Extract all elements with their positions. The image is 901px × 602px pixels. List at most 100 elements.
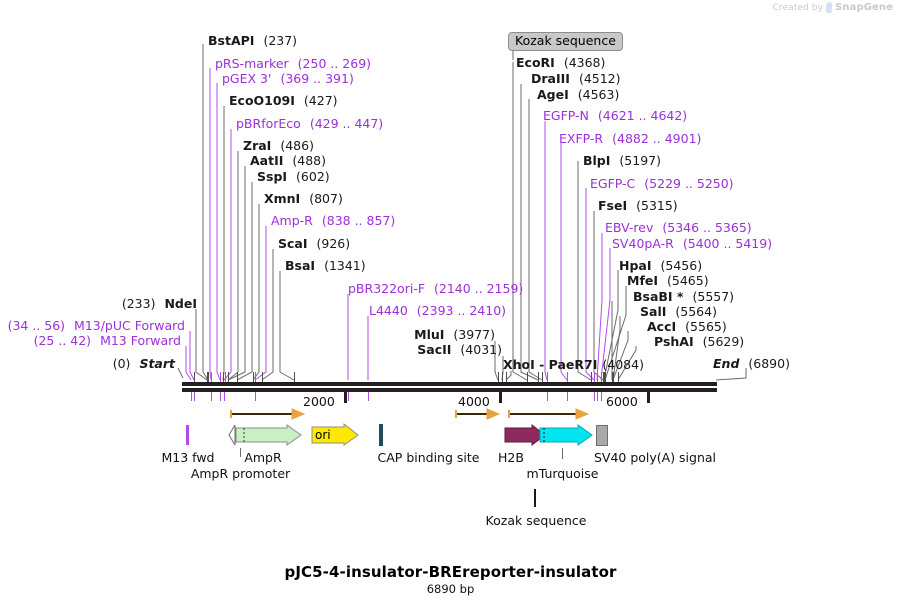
- plasmid-length: 6890 bp: [426, 582, 475, 596]
- label-position: (34 .. 56): [7, 318, 66, 333]
- label-bsabi[interactable]: BsaBI * (5557): [633, 289, 735, 304]
- promoter-direction-arrow-3: [508, 408, 590, 420]
- label-pbr322ori-f[interactable]: pBR322ori-F (2140 .. 2159): [348, 282, 523, 296]
- feature-tick: [191, 392, 192, 401]
- feature-ori-shape[interactable]: ori: [311, 422, 359, 446]
- feature-tick: [597, 392, 598, 401]
- label-position: (4882 .. 4901): [612, 131, 702, 146]
- kozak-sequence-callout[interactable]: Kozak sequence: [508, 32, 623, 52]
- label-fsei[interactable]: FseI (5315): [598, 198, 678, 213]
- label-mfei[interactable]: MfeI (5465): [627, 273, 709, 288]
- label-name: DraIII: [531, 71, 570, 86]
- feature-h2b-shape[interactable]: [504, 423, 546, 447]
- label-amp-r[interactable]: Amp-R (838 .. 857): [271, 214, 395, 228]
- label-name: FseI: [598, 198, 628, 213]
- label-name: pBRforEco: [236, 116, 301, 131]
- plasmid-backbone-top[interactable]: [182, 382, 717, 386]
- label-name: EXFP-R: [559, 131, 604, 146]
- label-pbrforeco[interactable]: pBRforEco (429 .. 447): [236, 116, 384, 131]
- label-xhoi-paer7i[interactable]: XhoI - PaeR7I (4084): [503, 358, 644, 372]
- label-name: AccI: [647, 319, 677, 334]
- label-sv40pa-r[interactable]: SV40pA-R (5400 .. 5419): [612, 237, 772, 251]
- label-position: (250 .. 269): [297, 56, 372, 71]
- feature-label-cap-binding-site[interactable]: CAP binding site: [377, 450, 480, 465]
- site-tick: [538, 372, 539, 382]
- feature-label-mturquoise[interactable]: mTurquoise: [526, 466, 599, 481]
- label-sali[interactable]: SalI (5564): [640, 305, 717, 319]
- label-m13-puc-forward[interactable]: (34 .. 56) M13/pUC Forward: [0, 318, 185, 333]
- ruler-label-2000: 2000: [303, 394, 335, 409]
- snapgene-watermark: Created by SnapGene: [773, 2, 893, 13]
- feature-kozak-sequence-shape[interactable]: [534, 489, 537, 511]
- label-position: (5197): [619, 153, 661, 168]
- label-ecoo109i[interactable]: EcoO109I (427): [229, 93, 338, 108]
- label-bsai[interactable]: BsaI (1341): [285, 259, 366, 273]
- label-ecori[interactable]: EcoRI (4368): [516, 56, 605, 70]
- label-egfp-n[interactable]: EGFP-N (4621 .. 4642): [543, 108, 688, 123]
- label-name: XmnI: [264, 191, 301, 206]
- label-position: (429 .. 447): [309, 116, 384, 131]
- label-end[interactable]: End (6890): [713, 357, 790, 371]
- label-prs-marker[interactable]: pRS-marker (250 .. 269): [215, 56, 372, 71]
- label-ebv-rev[interactable]: EBV-rev (5346 .. 5365): [605, 220, 752, 235]
- feature-ampr-promoter-shape[interactable]: [225, 424, 243, 450]
- label-hpai[interactable]: HpaI (5456): [619, 258, 702, 273]
- site-tick: [506, 372, 507, 382]
- site-tick: [208, 372, 209, 382]
- label-position: (5557): [692, 289, 735, 304]
- site-tick: [228, 372, 229, 382]
- label-position: (4621 .. 4642): [597, 108, 688, 123]
- label-name: EGFP-C: [590, 176, 636, 191]
- label-bstapi[interactable]: BstAPI (237): [208, 33, 297, 48]
- label-position: (4031): [460, 342, 502, 357]
- label-sspi[interactable]: SspI (602): [257, 170, 330, 184]
- label-position: (427): [303, 93, 338, 108]
- label-pshai[interactable]: PshAI (5629): [654, 335, 744, 349]
- label-position: (5315): [636, 198, 678, 213]
- label-acci[interactable]: AccI (5565): [647, 319, 727, 334]
- label-position: (5465): [667, 273, 709, 288]
- label-draiii[interactable]: DraIII (4512): [531, 71, 621, 86]
- label-name: HpaI: [619, 258, 652, 273]
- feature-label-kozak-sequence[interactable]: Kozak sequence: [485, 513, 587, 528]
- label-name: AgeI: [537, 87, 569, 102]
- label-scai[interactable]: ScaI (926): [278, 236, 350, 251]
- plasmid-backbone-bottom[interactable]: [182, 388, 717, 392]
- feature-mturquoise-shape[interactable]: [539, 424, 593, 446]
- label-name: BstAPI: [208, 33, 255, 48]
- feature-m13-fwd-shape[interactable]: [186, 425, 190, 449]
- feature-cap-binding-site-shape[interactable]: [379, 424, 384, 450]
- label-name: BlpI: [583, 153, 611, 168]
- feature-sv40-polya-shape[interactable]: [596, 425, 609, 450]
- site-tick: [601, 372, 602, 382]
- label-position: (2393 .. 2410): [416, 303, 507, 318]
- feature-label-sv40-polya[interactable]: SV40 poly(A) signal: [593, 450, 717, 465]
- label-name: ScaI: [278, 236, 308, 251]
- label-start[interactable]: (0) Start: [0, 357, 175, 371]
- label-blpi[interactable]: BlpI (5197): [583, 153, 661, 168]
- label-ndei[interactable]: (233) NdeI: [0, 297, 197, 311]
- label-egfp-c[interactable]: EGFP-C (5229 .. 5250): [590, 176, 734, 191]
- feature-ampr-shape[interactable]: [235, 424, 302, 446]
- label-pgex-3prime[interactable]: pGEX 3' (369 .. 391): [222, 71, 354, 86]
- feature-label-ampr[interactable]: AmpR: [244, 450, 282, 465]
- label-xmni[interactable]: XmnI (807): [264, 191, 343, 206]
- feature-label-h2b[interactable]: H2B: [498, 450, 524, 465]
- label-sacii[interactable]: SacII (4031): [330, 342, 502, 357]
- label-agei[interactable]: AgeI (4563): [537, 87, 619, 102]
- site-tick: [618, 372, 619, 382]
- label-l4440[interactable]: L4440 (2393 .. 2410): [369, 303, 507, 318]
- label-aatii[interactable]: AatII (488): [250, 154, 326, 168]
- feature-label-m13-fwd[interactable]: M13 fwd: [161, 450, 215, 465]
- label-mlui[interactable]: MluI (3977): [330, 328, 495, 342]
- feature-label-ampr-promoter[interactable]: AmpR promoter: [190, 466, 291, 481]
- label-name: EGFP-N: [543, 108, 589, 123]
- label-zrai[interactable]: ZraI (486): [243, 139, 314, 153]
- label-name: EBV-rev: [605, 220, 654, 235]
- label-m13-forward[interactable]: (25 .. 42) M13 Forward: [0, 334, 181, 348]
- site-tick: [597, 372, 598, 382]
- label-position: (369 .. 391): [280, 71, 354, 86]
- label-exfp-r[interactable]: EXFP-R (4882 .. 4901): [559, 131, 702, 146]
- snapgene-logo-icon: [825, 2, 833, 13]
